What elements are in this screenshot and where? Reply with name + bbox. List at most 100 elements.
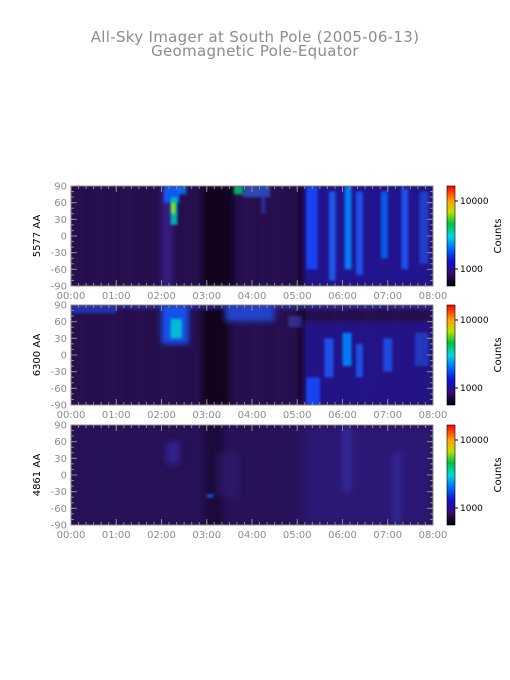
colorbar-label: Counts [493, 338, 504, 373]
texture-band [268, 186, 273, 286]
texture-band [296, 305, 301, 405]
texture-band [288, 305, 293, 405]
y-axis-label: 5577 AA [32, 215, 43, 258]
heatmap-image [71, 425, 433, 525]
dark-gap [299, 305, 305, 405]
texture-band [280, 305, 285, 405]
emission-feature [301, 425, 433, 525]
emission-feature [161, 186, 173, 286]
colorbar: 10000 1000 Counts [446, 185, 504, 287]
texture-band [276, 186, 281, 286]
texture-band [235, 305, 241, 405]
texture-band [95, 186, 100, 286]
y-tick-label: -90 [51, 401, 67, 412]
x-tick-label: 01:00 [102, 530, 131, 541]
x-tick-label: 03:00 [192, 530, 221, 541]
texture-band [123, 305, 128, 405]
x-tick-label: 02:00 [147, 530, 176, 541]
texture-band [127, 186, 132, 286]
x-tick-label: 08:00 [419, 530, 448, 541]
x-tick-label: 06:00 [328, 410, 357, 421]
texture-band [288, 186, 293, 286]
texture-band [260, 305, 265, 405]
emission-feature [344, 186, 352, 270]
emission-feature [206, 494, 214, 498]
texture-band [75, 186, 80, 286]
x-tick-label: 05:00 [283, 291, 312, 302]
texture-band [268, 305, 273, 405]
texture-band [252, 305, 257, 405]
y-tick-label: -60 [51, 265, 67, 276]
texture-band [284, 305, 289, 405]
texture-band [123, 186, 128, 286]
colorbar-gradient [447, 425, 455, 525]
texture-band [79, 305, 84, 405]
figure-subtitle: Geomagnetic Pole-Equator [151, 42, 359, 60]
texture-band [239, 305, 245, 405]
texture-band [127, 305, 132, 405]
texture-band [131, 186, 136, 286]
texture-band [87, 186, 92, 286]
texture-band [171, 305, 177, 405]
texture-band [143, 186, 148, 286]
emission-feature [342, 425, 352, 492]
y-tick-label: 0 [61, 351, 67, 362]
texture-band [91, 186, 96, 286]
texture-band [163, 305, 169, 405]
texture-band [167, 305, 173, 405]
x-tick-label: 04:00 [238, 410, 267, 421]
x-tick-label: 05:00 [283, 410, 312, 421]
texture-band [252, 186, 257, 286]
texture-band [119, 305, 124, 405]
emission-feature [288, 316, 302, 328]
x-tick-label: 06:00 [328, 291, 357, 302]
texture-band [91, 305, 96, 405]
heatmap-image [71, 186, 433, 286]
x-tick-label: 03:00 [192, 410, 221, 421]
texture-band [155, 305, 160, 405]
texture-band [183, 186, 189, 286]
y-axis-label: 4861 AA [32, 454, 43, 497]
texture-band [99, 305, 104, 405]
x-tick-label: 08:00 [419, 291, 448, 302]
emission-feature [306, 377, 320, 405]
y-tick-label: 90 [54, 421, 67, 432]
texture-band [99, 186, 104, 286]
texture-band [135, 305, 140, 405]
texture-band [260, 186, 265, 286]
colorbar-frame [446, 304, 456, 406]
colorbar-frame [446, 185, 456, 287]
texture-band [195, 305, 201, 405]
x-tick-label: 08:00 [419, 410, 448, 421]
texture-band [272, 186, 277, 286]
emission-feature [233, 186, 243, 195]
emission-feature [170, 318, 182, 339]
emission-feature [166, 441, 180, 464]
emission-feature [215, 452, 239, 498]
texture-band [247, 186, 253, 286]
y-tick-label: 90 [54, 182, 67, 193]
emission-feature [414, 332, 429, 367]
texture-band [264, 186, 269, 286]
figure-title: All-Sky Imager at South Pole (2005-06-13… [91, 28, 419, 46]
emission-feature [242, 186, 271, 198]
emission-feature [328, 191, 336, 281]
texture-band [256, 305, 261, 405]
texture-band [171, 186, 177, 286]
texture-band [191, 186, 197, 286]
texture-band [111, 186, 116, 286]
emission-feature [401, 188, 409, 270]
texture-band [187, 186, 193, 286]
texture-band [119, 186, 124, 286]
texture-band [292, 305, 297, 405]
colorbar-label: Counts [493, 219, 504, 254]
texture-band [256, 186, 261, 286]
y-tick-label: -90 [51, 282, 67, 293]
heatmap-image [71, 305, 433, 405]
y-tick-label: -30 [51, 248, 67, 259]
texture-band [139, 305, 144, 405]
x-tick-label: 02:00 [147, 291, 176, 302]
colorbar-gradient [447, 305, 455, 405]
y-tick-label: -60 [51, 384, 67, 395]
